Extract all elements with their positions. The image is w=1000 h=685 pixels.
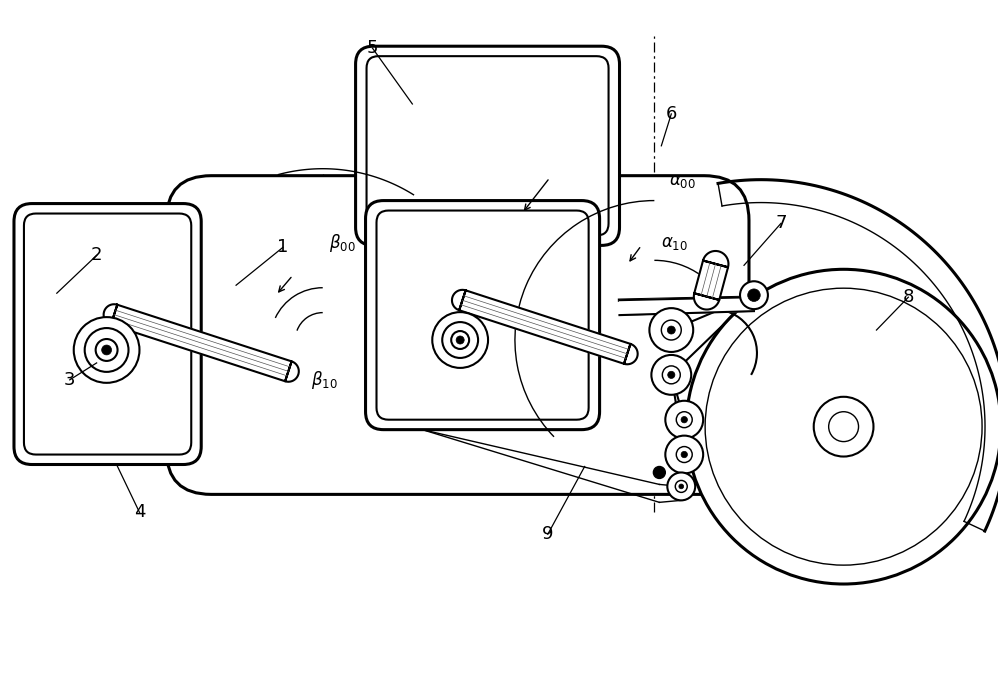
Circle shape bbox=[676, 412, 692, 427]
Polygon shape bbox=[452, 290, 638, 364]
Circle shape bbox=[667, 473, 695, 500]
Circle shape bbox=[102, 345, 112, 355]
Text: 1: 1 bbox=[277, 238, 289, 256]
Circle shape bbox=[432, 312, 488, 368]
Polygon shape bbox=[104, 304, 299, 382]
Circle shape bbox=[829, 412, 859, 442]
Circle shape bbox=[665, 436, 703, 473]
Text: 2: 2 bbox=[91, 247, 102, 264]
Text: 9: 9 bbox=[542, 525, 554, 543]
Circle shape bbox=[96, 339, 118, 361]
Text: 5: 5 bbox=[367, 39, 378, 58]
Circle shape bbox=[661, 320, 681, 340]
Text: $\alpha_{00}$: $\alpha_{00}$ bbox=[669, 172, 696, 190]
FancyBboxPatch shape bbox=[356, 46, 620, 245]
Circle shape bbox=[662, 366, 680, 384]
FancyBboxPatch shape bbox=[166, 175, 749, 495]
Circle shape bbox=[451, 331, 469, 349]
Text: 4: 4 bbox=[134, 503, 145, 521]
Circle shape bbox=[456, 336, 464, 344]
Polygon shape bbox=[620, 297, 754, 315]
Circle shape bbox=[651, 355, 691, 395]
FancyBboxPatch shape bbox=[377, 210, 589, 420]
Polygon shape bbox=[694, 251, 728, 310]
Circle shape bbox=[686, 269, 1000, 584]
FancyBboxPatch shape bbox=[366, 201, 600, 429]
Text: $\beta_{10}$: $\beta_{10}$ bbox=[311, 369, 337, 391]
Circle shape bbox=[681, 416, 687, 423]
Text: 8: 8 bbox=[903, 288, 914, 306]
Circle shape bbox=[665, 401, 703, 438]
Circle shape bbox=[814, 397, 873, 456]
Circle shape bbox=[676, 447, 692, 462]
Text: 6: 6 bbox=[666, 105, 677, 123]
FancyBboxPatch shape bbox=[24, 214, 191, 455]
Circle shape bbox=[748, 289, 760, 301]
Circle shape bbox=[740, 282, 768, 309]
Circle shape bbox=[679, 484, 684, 489]
FancyBboxPatch shape bbox=[367, 56, 609, 236]
Circle shape bbox=[74, 317, 139, 383]
Circle shape bbox=[705, 288, 982, 565]
Circle shape bbox=[675, 480, 687, 493]
Circle shape bbox=[85, 328, 129, 372]
Circle shape bbox=[667, 326, 675, 334]
Text: 7: 7 bbox=[775, 214, 787, 232]
Text: $\beta_{00}$: $\beta_{00}$ bbox=[329, 232, 355, 254]
Circle shape bbox=[649, 308, 693, 352]
Circle shape bbox=[668, 371, 675, 378]
FancyBboxPatch shape bbox=[14, 203, 201, 464]
Text: $\alpha_{10}$: $\alpha_{10}$ bbox=[661, 234, 688, 252]
Circle shape bbox=[653, 466, 665, 478]
Circle shape bbox=[681, 451, 687, 458]
Text: 3: 3 bbox=[64, 371, 76, 389]
Circle shape bbox=[442, 322, 478, 358]
